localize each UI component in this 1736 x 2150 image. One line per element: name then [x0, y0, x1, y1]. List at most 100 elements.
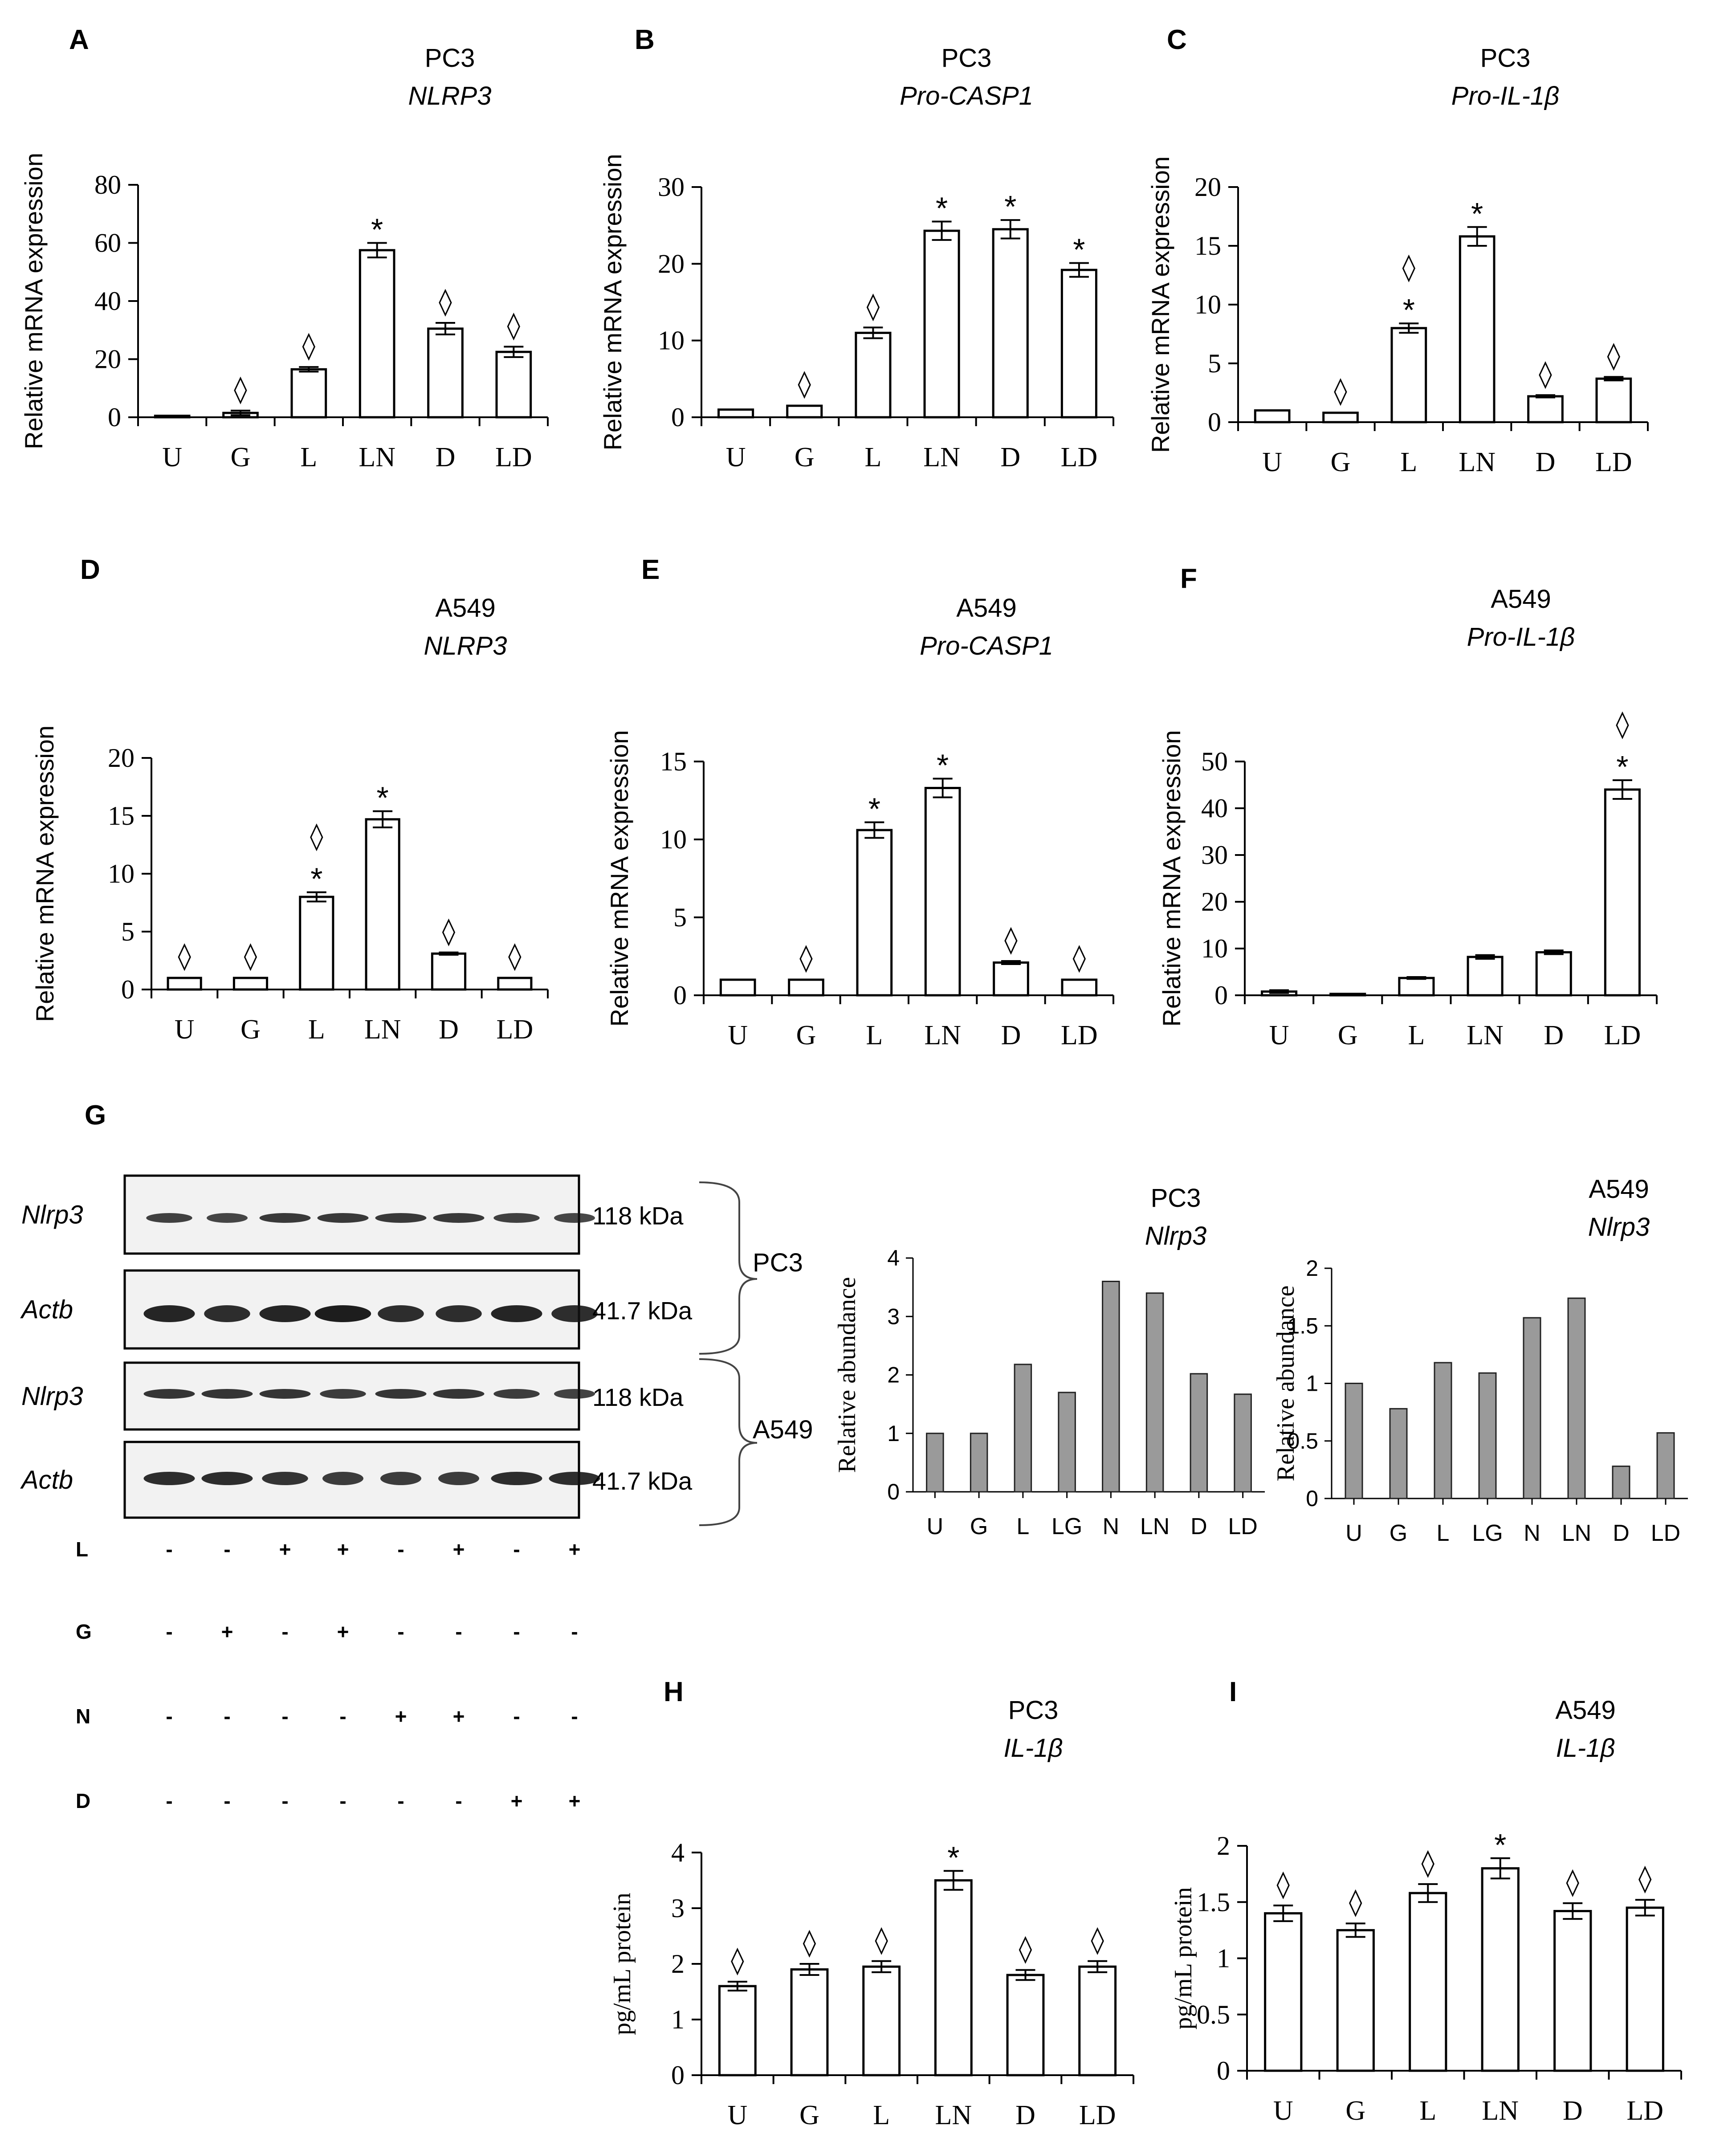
blot-4: Actb 41.7 kDa [20, 1441, 693, 1519]
bar-g [1329, 993, 1366, 997]
y-tick-label: 10 [658, 326, 685, 355]
treatment-sign: - [166, 1538, 172, 1561]
x-category-label: L [873, 2100, 890, 2130]
blot-2: Actb 41.7 kDa [20, 1269, 693, 1350]
blot-band [438, 1472, 479, 1485]
significance-diamond: ◊ [1349, 1886, 1362, 1918]
y-tick-label: 50 [1201, 747, 1228, 776]
panel-letter: A [69, 24, 89, 55]
blot-protein-label: Nlrp3 [21, 1382, 83, 1411]
x-category-label: U [727, 2100, 747, 2130]
blot-band [317, 1213, 369, 1223]
bar-ld [495, 350, 532, 419]
blot-band [491, 1472, 542, 1485]
y-tick-label: 0 [887, 1479, 900, 1504]
bar-ln [359, 249, 395, 419]
bar-g [786, 404, 823, 419]
treatment-sign: - [571, 1705, 578, 1728]
blot-band [201, 1389, 253, 1399]
cell-line-label: PC3 [1480, 44, 1531, 73]
blot-band [436, 1305, 482, 1322]
molecular-weight-label: 118 kDa [592, 1383, 684, 1411]
panel-e: E A549 Pro-CASP1 Relative mRNA expression 0 5… [605, 554, 1114, 1051]
y-tick-label: 30 [658, 172, 685, 202]
y-tick-label: 1.5 [1287, 1313, 1318, 1338]
significance-star: * [1403, 293, 1415, 327]
y-tick-label: 2 [1306, 1256, 1318, 1281]
cell-line-label: PC3 [1008, 1696, 1059, 1725]
x-category-label: G [970, 1514, 988, 1539]
significance-star: * [1616, 749, 1628, 784]
gene-label: Pro-IL-1β [1467, 623, 1575, 652]
x-category-label: G [231, 442, 251, 472]
bar-d [1190, 1373, 1208, 1493]
x-category-label: LD [497, 1014, 534, 1045]
significance-star: * [1494, 1828, 1506, 1862]
gene-label: Pro-IL-1β [1451, 81, 1560, 110]
bar-u [1254, 409, 1291, 423]
x-category-label: G [1390, 1520, 1407, 1546]
x-category-label: L [1419, 2096, 1436, 2126]
panel-f: F A549 Pro-IL-1β Relative mRNA expression 0 1… [1157, 563, 1658, 1051]
y-tick-label: 20 [108, 743, 134, 773]
bar-l [1434, 1362, 1452, 1499]
bar-ln [924, 787, 961, 997]
y-tick-label: 0 [1208, 407, 1221, 437]
treatment-sign: - [281, 1620, 288, 1643]
y-tick-label: 0 [1306, 1486, 1318, 1511]
y-axis-label: Relative mRNA expression [1157, 730, 1186, 1026]
significance-diamond: ◊ [1566, 1866, 1579, 1898]
bar-d [427, 327, 464, 419]
significance-diamond: ◊ [1073, 942, 1086, 973]
significance-diamond: ◊ [234, 374, 247, 405]
x-category-label: D [439, 1014, 459, 1045]
gene-label: NLRP3 [424, 631, 507, 660]
bar-l [1014, 1364, 1032, 1493]
bar-u [717, 408, 754, 419]
molecular-weight-label: 118 kDa [592, 1202, 684, 1230]
bar-ld [1656, 1432, 1675, 1499]
treatment-sign: + [453, 1538, 465, 1561]
significance-diamond: ◊ [310, 821, 323, 852]
x-category-label: D [1563, 2096, 1583, 2126]
x-category-label: LD [1651, 1520, 1680, 1546]
y-tick-label: 5 [1208, 349, 1221, 378]
x-category-label: LG [1051, 1514, 1082, 1539]
y-axis-label: Relative mRNA expression [599, 154, 627, 450]
cell-line-label: PC3 [941, 44, 992, 73]
pc3-bracket [699, 1181, 758, 1355]
x-category-label: D [1190, 1514, 1207, 1539]
bar-d [993, 961, 1029, 997]
y-tick-label: 20 [1194, 172, 1221, 202]
y-tick-label: 20 [658, 249, 685, 278]
y-tick-label: 1 [1217, 1944, 1230, 1973]
bar-ld [1060, 269, 1097, 419]
y-tick-label: 10 [1194, 290, 1221, 319]
treatment-sign: + [453, 1705, 465, 1728]
bar-ld [497, 977, 533, 991]
blot-band [259, 1389, 311, 1399]
y-tick-label: 60 [94, 228, 121, 258]
treatment-sign: - [397, 1789, 404, 1812]
x-category-label: G [240, 1014, 261, 1045]
x-category-label: L [1016, 1514, 1029, 1539]
treatment-row-g: G - + - + - - - - [76, 1620, 578, 1643]
x-category-label: D [1015, 2100, 1035, 2130]
bar-ld [1626, 1906, 1664, 2072]
blot-band [204, 1305, 250, 1322]
y-tick-label: 3 [887, 1304, 900, 1329]
bar-l [862, 1965, 901, 2077]
significance-diamond: ◊ [875, 1924, 888, 1955]
treatment-sign: - [224, 1538, 230, 1561]
bar-g [232, 977, 269, 991]
x-category-label: U [175, 1014, 195, 1045]
x-category-label: L [864, 442, 881, 472]
treatment-sign: + [511, 1789, 523, 1812]
y-axis-label: Relative mRNA expression [1146, 156, 1174, 453]
y-tick-label: 15 [108, 801, 134, 831]
y-tick-label: 2 [887, 1363, 900, 1388]
treatment-name: L [76, 1538, 88, 1561]
bar-ld [1078, 1965, 1117, 2077]
blot-band [262, 1472, 308, 1485]
bar-l [856, 829, 893, 997]
